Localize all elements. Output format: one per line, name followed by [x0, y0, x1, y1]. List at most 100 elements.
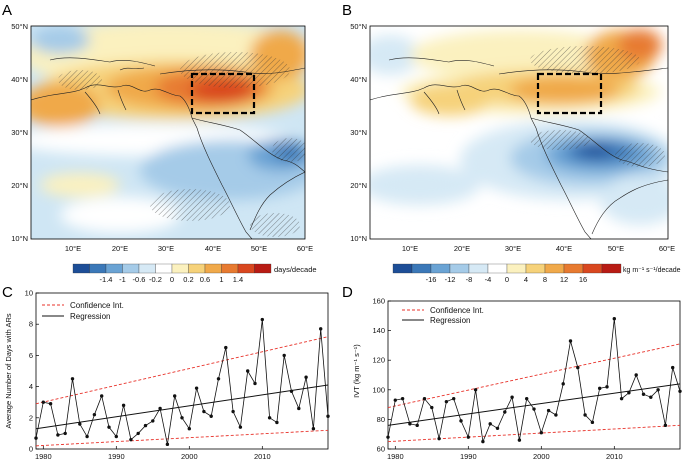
- data-point: [85, 434, 89, 439]
- panel-a-region-box: [190, 72, 256, 115]
- data-point: [275, 420, 279, 425]
- lon-label: 10°E: [402, 244, 418, 253]
- data-point: [554, 413, 558, 417]
- lon-label: 10°E: [65, 244, 81, 253]
- data-point: [671, 365, 675, 370]
- colorbar-swatch: [221, 263, 239, 274]
- data-point: [583, 413, 587, 417]
- y-tick-label: 4: [29, 382, 33, 391]
- panel-b-coastlines: [370, 57, 668, 239]
- data-point: [56, 433, 60, 437]
- data-point: [481, 439, 485, 444]
- lat-label: 50°N: [350, 22, 367, 31]
- colorbar-swatch: [582, 263, 603, 274]
- data-point: [400, 396, 405, 401]
- data-point: [576, 365, 580, 370]
- data-point: [430, 405, 434, 410]
- data-point: [253, 381, 257, 386]
- panel-d-ylabel: IVT (kg m⁻¹ s⁻¹): [352, 344, 361, 398]
- data-point: [612, 317, 616, 321]
- lon-label: 60°E: [659, 244, 675, 253]
- lat-label: 40°N: [11, 75, 28, 84]
- lon-label: 50°E: [608, 244, 624, 253]
- panel-b-colorbar-unit: kg m⁻¹ s⁻¹/decade: [623, 267, 681, 274]
- data-point: [495, 426, 500, 430]
- colorbar-tick-label: -4: [485, 275, 492, 284]
- y-tick-label: 8: [29, 320, 33, 329]
- data-point: [386, 435, 390, 439]
- lon-label: 60°E: [297, 244, 313, 253]
- lat-label: 30°N: [11, 128, 28, 137]
- panel-b: B: [342, 2, 681, 284]
- lon-label: 50°E: [251, 244, 267, 253]
- colorbar-swatch: [525, 263, 546, 274]
- colorbar-swatch: [449, 263, 470, 274]
- x-tick-label: 2000: [181, 452, 198, 461]
- y-tick-label: 60: [377, 445, 385, 454]
- lat-label: 20°N: [350, 181, 367, 190]
- data-point: [121, 403, 126, 408]
- colorbar-tick-label: -0.2: [149, 275, 162, 284]
- x-tick-label: 2010: [606, 452, 623, 461]
- colorbar-swatch: [487, 263, 508, 274]
- panel-d: D 60 80 100 120 140 160 1980 1990 2000 2010 IVT (…: [342, 284, 682, 461]
- data-point: [532, 407, 536, 411]
- colorbar-swatch: [171, 263, 189, 274]
- y-tick-label: 160: [372, 297, 385, 306]
- lat-label: 10°N: [11, 234, 28, 243]
- data-point: [187, 427, 191, 431]
- colorbar-swatch: [563, 263, 584, 274]
- colorbar-swatch: [468, 263, 489, 274]
- data-point: [231, 409, 235, 414]
- data-point: [649, 395, 653, 399]
- data-point: [282, 353, 286, 358]
- data-point: [304, 375, 308, 379]
- colorbar-swatch: [411, 263, 432, 274]
- colorbar-swatch: [430, 263, 451, 274]
- x-tick-label: 1990: [108, 452, 125, 461]
- data-point: [598, 386, 602, 391]
- data-point: [503, 410, 507, 414]
- x-tick-label: 2010: [254, 452, 271, 461]
- data-point: [656, 388, 660, 392]
- data-point: [393, 398, 397, 402]
- data-point: [525, 396, 529, 401]
- data-point: [246, 369, 250, 373]
- confidence-upper-line: [35, 336, 329, 405]
- lat-label: 30°N: [350, 128, 367, 137]
- legend-regression-label: Regression: [70, 312, 110, 321]
- data-point: [136, 431, 140, 436]
- colorbar-swatch: [105, 263, 123, 274]
- data-point: [180, 416, 184, 420]
- legend-regression-label: Regression: [430, 316, 470, 325]
- x-tick-label: 2000: [533, 452, 550, 461]
- colorbar-swatch: [237, 263, 255, 274]
- data-point: [619, 396, 624, 401]
- data-point: [151, 419, 155, 423]
- panel-d-chart: 60 80 100 120 140 160 1980 1990 2000 2010: [372, 297, 682, 461]
- y-tick-label: 10: [25, 289, 33, 298]
- data-point: [41, 400, 45, 404]
- panel-b-lon-ticks: 10°E 20°E 30°E 40°E 50°E 60°E: [402, 244, 675, 253]
- colorbar-tick-label: 16: [579, 275, 587, 284]
- colorbar-tick-label: -8: [466, 275, 473, 284]
- data-point: [129, 437, 133, 442]
- data-point: [92, 412, 97, 417]
- data-point: [78, 422, 82, 426]
- data-point: [194, 386, 199, 390]
- colorbar-tick-label: 0: [170, 275, 174, 284]
- colorbar-tick-label: 1: [219, 275, 223, 284]
- data-point: [590, 420, 595, 425]
- lon-label: 30°E: [505, 244, 521, 253]
- data-point: [34, 436, 38, 440]
- colorbar-tick-label: 0.6: [200, 275, 210, 284]
- legend-confidence-label: Confidence Int.: [70, 301, 124, 310]
- y-tick-label: 80: [377, 415, 385, 424]
- panel-a-colorbar-unit: days/decade: [274, 265, 317, 274]
- data-point: [568, 339, 573, 343]
- data-point: [114, 434, 119, 439]
- data-point: [224, 345, 228, 350]
- colorbar-tick-label: 8: [543, 275, 547, 284]
- data-point: [48, 402, 53, 406]
